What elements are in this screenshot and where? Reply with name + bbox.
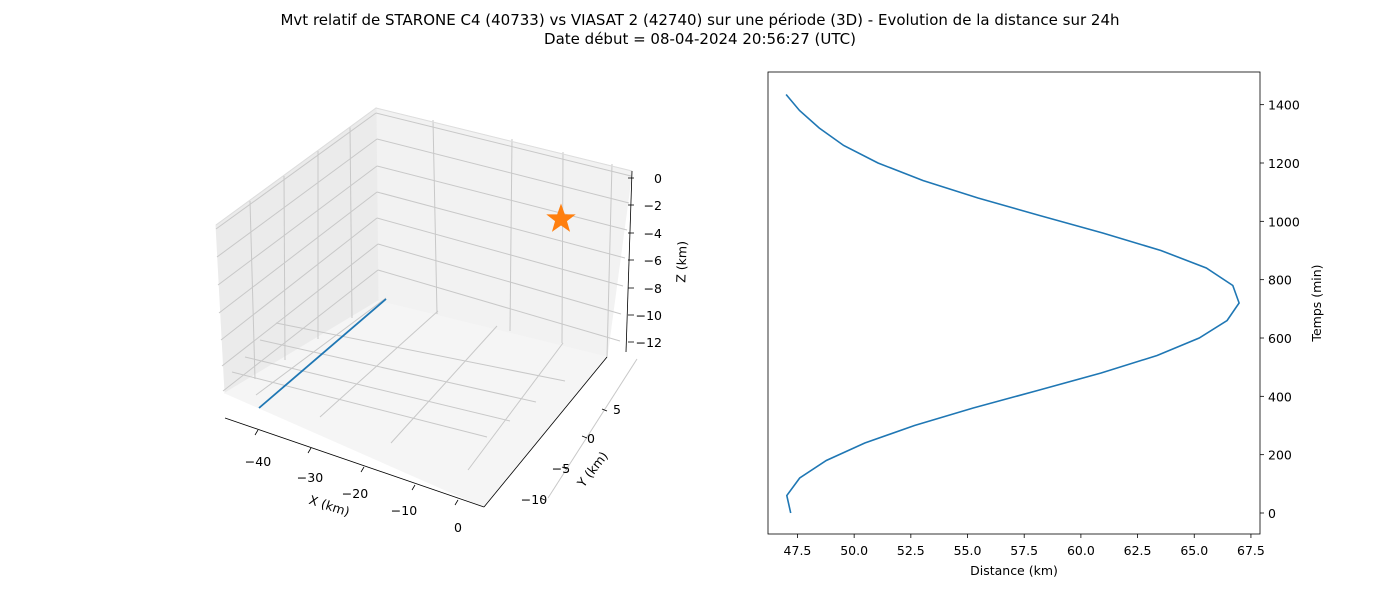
z-tick-label: −10 bbox=[636, 308, 662, 323]
z-axis-label: Z (km) bbox=[673, 241, 689, 283]
x-axis-line bbox=[224, 417, 485, 508]
grid-back-z bbox=[376, 165, 628, 231]
grid-back-z bbox=[376, 138, 630, 204]
x-tick-mark bbox=[307, 447, 312, 454]
pane-edges bbox=[215, 107, 633, 226]
grid-left-vertical bbox=[283, 175, 286, 361]
grid-3d bbox=[215, 112, 638, 499]
x-tick-label: 0 bbox=[454, 520, 462, 535]
x-tick-label-2d: 67.5 bbox=[1237, 543, 1265, 558]
x-tick-label-2d: 62.5 bbox=[1124, 543, 1152, 558]
y-tick-mark bbox=[561, 466, 568, 470]
y-tick-mark bbox=[539, 497, 546, 501]
y-tick-label-2d: 200 bbox=[1268, 448, 1292, 463]
y-tick-mark bbox=[581, 435, 588, 439]
x-tick-label-2d: 60.0 bbox=[1067, 543, 1095, 558]
z-tick-label: −8 bbox=[644, 281, 662, 296]
grid-back-z bbox=[376, 191, 626, 259]
chart-3d: −40−30−20−100 X (km) 50−5−10 Y (km) 0−2−… bbox=[215, 107, 690, 535]
x-tick-label-2d: 50.0 bbox=[840, 543, 868, 558]
z-tick-label: 0 bbox=[654, 171, 662, 186]
chart-2d: 47.5 50.0 52.5 55.0 57.5 60.0 62.5 65.0 67.5 0 20… bbox=[767, 71, 1324, 578]
x-tick-label-2d: 65.0 bbox=[1180, 543, 1208, 558]
x-tick-label-2d: 52.5 bbox=[897, 543, 925, 558]
grid-left-vertical bbox=[249, 200, 256, 380]
y-axis-ticks: 5 0 −5 −10 bbox=[521, 402, 621, 507]
y-tick-mark bbox=[601, 408, 608, 412]
y-tick-label-2d: 1000 bbox=[1268, 214, 1300, 229]
grid-left-z bbox=[221, 243, 379, 367]
y-axis-line bbox=[483, 356, 608, 508]
x-tick-label-2d: 57.5 bbox=[1010, 543, 1038, 558]
y-axis-label: Y (km) bbox=[573, 449, 611, 491]
x-tick-label: −40 bbox=[245, 454, 271, 469]
grid-floor-y bbox=[231, 371, 488, 438]
y-tick-label-2d: 1200 bbox=[1268, 156, 1300, 171]
grid-left-z bbox=[218, 191, 378, 314]
grid-left-z bbox=[216, 138, 378, 258]
y-axis-ticks-2d: 0 200 400 600 800 1000 1200 1400 bbox=[1260, 98, 1300, 521]
y-axis-label-2d: Temps (min) bbox=[1309, 264, 1324, 342]
x-axis-ticks: −40 −30 −20 −10 0 bbox=[245, 429, 462, 535]
x-tick-label: −20 bbox=[342, 486, 368, 501]
grid-floor-y bbox=[275, 322, 566, 382]
x-tick-mark bbox=[254, 429, 259, 436]
y-tick-label: 5 bbox=[613, 402, 621, 417]
plot-frame bbox=[767, 71, 1261, 535]
trajectory-line bbox=[258, 298, 387, 409]
z-axis-line bbox=[625, 170, 633, 353]
z-tick-label: −4 bbox=[644, 226, 662, 241]
grid-back-vertical bbox=[432, 119, 438, 315]
y-tick-label-2d: 800 bbox=[1268, 273, 1292, 288]
x-axis-label-2d: Distance (km) bbox=[970, 563, 1058, 578]
z-axis-ticks: 0 −2 −4 −6 −8 −10 −12 bbox=[628, 171, 662, 350]
grid-floor-y bbox=[259, 339, 537, 403]
x-axis-ticks-2d: 47.5 50.0 52.5 55.0 57.5 60.0 62.5 65.0 67.5 bbox=[784, 534, 1265, 558]
grid-back-z bbox=[377, 269, 621, 342]
grid-back-z bbox=[376, 217, 624, 287]
x-tick-label: −10 bbox=[391, 503, 417, 518]
y-tick-label-2d: 0 bbox=[1268, 506, 1276, 521]
grid-left-z bbox=[215, 112, 377, 230]
figure-subtitle: Date début = 08-04-2024 20:56:27 (UTC) bbox=[544, 30, 856, 48]
x-tick-mark bbox=[360, 466, 365, 473]
x-tick-mark bbox=[411, 484, 416, 491]
y-tick-label-2d: 400 bbox=[1268, 389, 1292, 404]
x-tick-mark bbox=[454, 499, 459, 506]
grid-back-vertical bbox=[606, 163, 613, 358]
y-tick-label: −5 bbox=[552, 461, 570, 476]
grid-back-z bbox=[377, 243, 622, 315]
y-tick-label: 0 bbox=[587, 431, 595, 446]
grid-floor-x bbox=[255, 297, 387, 396]
z-tick-label: −6 bbox=[644, 253, 662, 268]
grid-floor-x bbox=[547, 358, 638, 499]
x-tick-label: −30 bbox=[297, 470, 323, 485]
grid-back-vertical bbox=[509, 138, 513, 332]
x-tick-label-2d: 55.0 bbox=[954, 543, 982, 558]
grid-floor-x bbox=[390, 325, 498, 444]
z-tick-label: −12 bbox=[636, 335, 662, 350]
x-tick-label-2d: 47.5 bbox=[784, 543, 812, 558]
y-tick-label-2d: 1400 bbox=[1268, 98, 1300, 113]
grid-left-z bbox=[217, 165, 378, 286]
z-tick-label: −2 bbox=[644, 198, 662, 213]
origin-star-marker bbox=[546, 203, 576, 232]
grid-floor-x bbox=[467, 342, 564, 471]
y-tick-label-2d: 600 bbox=[1268, 331, 1292, 346]
grid-back-vertical bbox=[561, 151, 564, 344]
grid-left-z bbox=[220, 217, 378, 341]
distance-curve bbox=[785, 93, 1240, 514]
grid-floor-y bbox=[244, 356, 511, 422]
grid-back-z bbox=[375, 112, 632, 177]
y-tick-label: −10 bbox=[521, 492, 547, 507]
grid-left-z bbox=[222, 269, 379, 392]
figure-title: Mvt relatif de STARONE C4 (40733) vs VIA… bbox=[280, 11, 1119, 29]
